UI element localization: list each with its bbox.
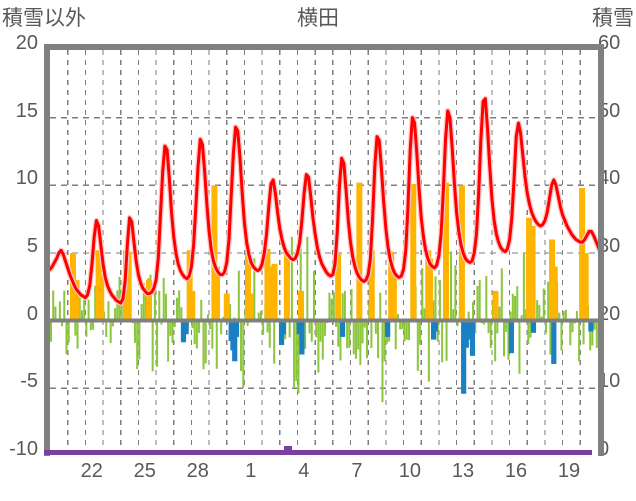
left-tick-20: 20 bbox=[15, 32, 38, 54]
x-tick-7: 7 bbox=[351, 460, 363, 482]
x-tick-16: 16 bbox=[504, 460, 528, 482]
page-title: 横田 bbox=[297, 7, 339, 30]
right-axis-title: 積雪 bbox=[592, 7, 634, 30]
left-tick-0: 0 bbox=[26, 302, 38, 325]
x-tick-25: 25 bbox=[133, 460, 156, 482]
x-tick-10: 10 bbox=[398, 460, 422, 482]
plot-area bbox=[44, 44, 604, 456]
left-tick--5: -5 bbox=[20, 370, 38, 393]
x-tick-19: 19 bbox=[557, 460, 581, 482]
x-tick-28: 28 bbox=[186, 460, 209, 482]
left-tick-5: 5 bbox=[26, 235, 38, 257]
x-tick-1: 1 bbox=[245, 460, 257, 482]
snow-depth-baseline bbox=[44, 450, 592, 455]
x-tick-13: 13 bbox=[451, 460, 475, 482]
snow-depth-bump bbox=[283, 446, 293, 455]
left-tick-15: 15 bbox=[15, 99, 38, 122]
chart-canvas bbox=[50, 50, 598, 456]
blue-bars bbox=[180, 320, 594, 394]
left-tick-10: 10 bbox=[15, 167, 38, 190]
x-tick-22: 22 bbox=[80, 460, 103, 482]
x-tick-4: 4 bbox=[298, 460, 310, 482]
left-tick--10: -10 bbox=[9, 438, 38, 460]
left-axis-title: 積雪以外 bbox=[2, 7, 86, 30]
plot-clip bbox=[50, 50, 598, 456]
temperature-line bbox=[50, 97, 598, 305]
